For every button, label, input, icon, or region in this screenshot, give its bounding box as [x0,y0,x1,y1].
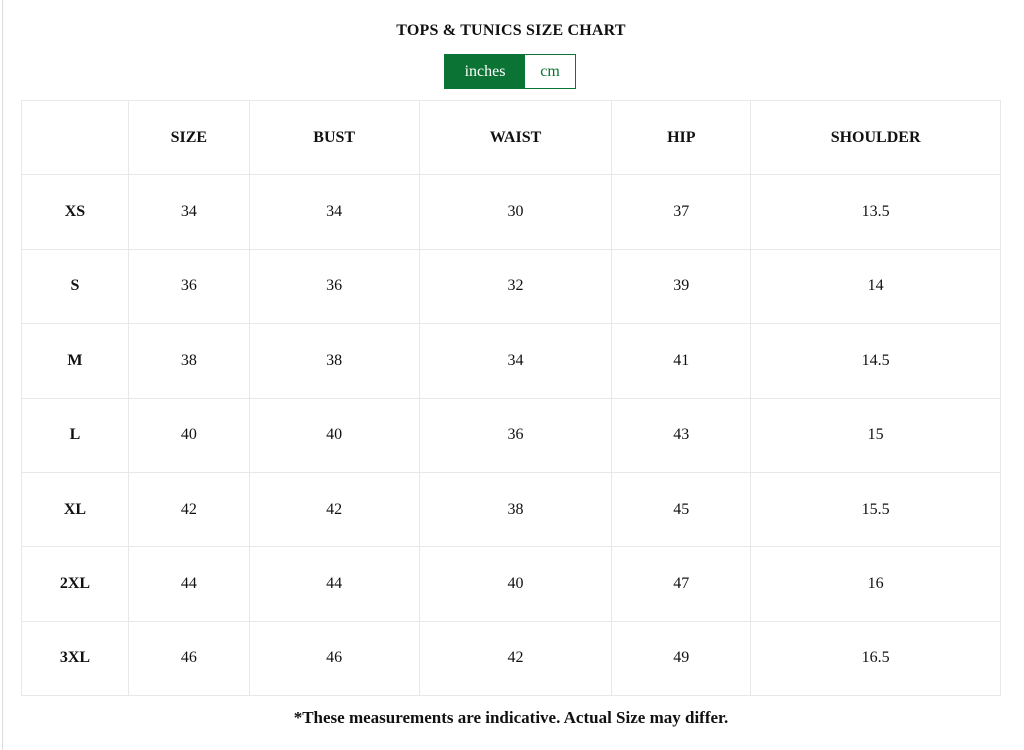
table-cell: 30 [418,174,613,250]
table-row: S 36 36 32 39 14 [21,248,1001,325]
table-cell: 34 [127,174,250,250]
table-cell: 49 [611,620,752,697]
table-cell: 44 [248,546,420,622]
table-cell: 37 [611,174,752,250]
row-label: 2XL [21,546,129,622]
header-row: SIZE BUST WAIST HIP SHOULDER [21,99,1001,176]
table-cell: 34 [418,323,613,399]
table-row: XL 42 42 38 45 15.5 [21,471,1001,548]
table-cell: 42 [418,620,613,697]
table-cell: 14 [750,248,1001,325]
disclaimer-note: *These measurements are indicative. Actu… [293,708,729,727]
table-cell: 40 [248,397,420,473]
size-chart-table: SIZE BUST WAIST HIP SHOULDER XS 34 34 30 37 13.5 S… [21,99,1001,697]
table-cell: 39 [611,248,752,325]
table-cell: 40 [418,546,613,622]
unit-inches-button[interactable]: inches [445,55,525,88]
table-cell: 45 [611,471,752,548]
table-cell: 46 [127,620,250,697]
table-cell: 47 [611,546,752,622]
table-cell: 13.5 [750,174,1001,250]
table-cell: 15 [750,397,1001,473]
table-cell: 44 [127,546,250,622]
table-cell: 42 [248,471,420,548]
table-cell: 16 [750,546,1001,622]
page-title: TOPS & TUNICS SIZE CHART [396,22,626,39]
row-label: XS [21,174,129,250]
table-row: XS 34 34 30 37 13.5 [21,174,1001,250]
row-label: 3XL [21,620,129,697]
table-row: 3XL 46 46 42 49 16.5 [21,620,1001,697]
row-label: L [21,397,129,473]
table-cell: 34 [248,174,420,250]
table-cell: 36 [418,397,613,473]
row-label: M [21,323,129,399]
unit-cm-button[interactable]: cm [540,62,560,80]
unit-toggle[interactable]: inches cm [444,54,576,89]
table-cell: 38 [418,471,613,548]
table-row: 2XL 44 44 40 47 16 [21,546,1001,622]
table-cell: 42 [127,471,250,548]
table-cell: 41 [611,323,752,399]
column-header: SIZE [127,99,250,176]
column-header: SHOULDER [750,99,1001,176]
table-cell: 15.5 [750,471,1001,548]
column-header: WAIST [418,99,613,176]
left-border [2,0,3,750]
table-row: L 40 40 36 43 15 [21,397,1001,473]
table-cell: 32 [418,248,613,325]
table-row: M 38 38 34 41 14.5 [21,323,1001,399]
table-cell: 14.5 [750,323,1001,399]
table-cell: 46 [248,620,420,697]
table-cell: 38 [127,323,250,399]
column-header [21,99,129,176]
row-label: XL [21,471,129,548]
table-cell: 36 [127,248,250,325]
table-cell: 36 [248,248,420,325]
table-cell: 16.5 [750,620,1001,697]
column-header: HIP [611,99,752,176]
table-cell: 40 [127,397,250,473]
row-label: S [21,248,129,325]
column-header: BUST [248,99,420,176]
table-cell: 43 [611,397,752,473]
table-cell: 38 [248,323,420,399]
